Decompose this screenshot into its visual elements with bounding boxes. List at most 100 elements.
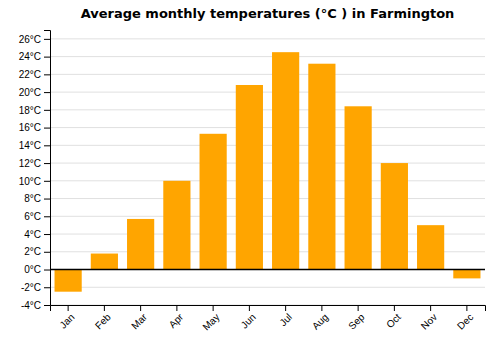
x-tick-mark [358, 305, 359, 311]
grid [50, 39, 485, 305]
x-tick-label: Oct [384, 311, 403, 330]
bars [50, 52, 485, 292]
grid-line [50, 92, 485, 93]
x-tick: Oct [384, 305, 403, 330]
y-tick-mark [44, 305, 50, 306]
y-tick: 16°C [19, 122, 50, 133]
x-tick-mark [394, 305, 395, 311]
x-axis-line [51, 306, 486, 312]
bar [417, 225, 444, 269]
y-tick: 18°C [19, 105, 50, 116]
y-axis-line [44, 31, 51, 306]
bar [345, 106, 372, 269]
y-tick-label: 24°C [19, 51, 41, 62]
bar [200, 134, 227, 270]
x-tick-mark [68, 305, 69, 311]
x-tick-label: Jul [277, 311, 294, 328]
y-tick: 22°C [19, 69, 50, 80]
y-tick: 8°C [24, 193, 50, 204]
grid-line [50, 38, 485, 39]
y-tick: -4°C [21, 300, 50, 311]
zero-line [50, 269, 485, 271]
grid-line [50, 216, 485, 217]
x-tick-label: Dec [455, 311, 475, 331]
bar [381, 163, 408, 269]
y-tick: 4°C [24, 229, 50, 240]
y-axis: -4°C -2°C 0°C 2°C 4°C 6°C 8°C 10°C 12°C 14°C 16°C 1… [19, 31, 51, 311]
y-tick-label: 6°C [24, 211, 41, 222]
x-tick-mark [213, 305, 214, 311]
y-tick-label: 0°C [24, 264, 41, 275]
y-tick-label: 2°C [24, 246, 41, 257]
y-tick-mark [44, 74, 50, 75]
x-tick: Sep [346, 305, 367, 332]
bar [163, 181, 190, 270]
y-tick-label: 12°C [19, 158, 41, 169]
x-tick: Apr [167, 305, 186, 330]
x-tick-label: Nov [419, 311, 439, 331]
x-tick-label: May [200, 311, 221, 332]
y-tick-mark [44, 181, 50, 182]
grid-line [50, 163, 485, 164]
x-tick-mark [285, 305, 286, 311]
plot: -4°C -2°C 0°C 2°C 4°C 6°C 8°C 10°C 12°C 14°C 16°C 1… [19, 31, 486, 333]
y-tick-mark [44, 287, 50, 288]
x-tick: Nov [419, 305, 439, 332]
grid-line [50, 145, 485, 146]
x-tick: Feb [93, 305, 113, 331]
x-tick-mark [140, 305, 141, 311]
grid-line [50, 180, 485, 181]
grid-line [50, 198, 485, 199]
title: Average monthly temperatures (°C ) in Fa… [81, 6, 455, 21]
y-tick: 6°C [24, 211, 50, 222]
bar [55, 270, 82, 292]
bar [91, 254, 118, 270]
y-tick-label: 20°C [19, 87, 41, 98]
x-tick-label: Sep [346, 311, 367, 332]
y-tick-label: 10°C [19, 176, 41, 187]
bar [453, 270, 480, 279]
x-tick-label: Mar [129, 311, 149, 331]
y-tick: -2°C [21, 282, 50, 293]
y-tick-mark [44, 270, 50, 271]
y-tick-mark [44, 128, 50, 129]
x-tick-mark [104, 305, 105, 311]
y-tick-mark [44, 145, 50, 146]
bar [272, 52, 299, 269]
y-tick-label: -4°C [21, 300, 41, 311]
y-tick-mark [44, 252, 50, 253]
x-tick-mark [430, 305, 431, 311]
y-tick-mark [44, 57, 50, 58]
grid-line [50, 127, 485, 128]
x-tick-mark [176, 305, 177, 311]
bar [236, 85, 263, 270]
x-axis: Jan Feb Mar Apr May Jun Jul Aug Sep Oct Nov Dec [51, 305, 486, 333]
grid-line [50, 109, 485, 110]
y-tick: 12°C [19, 158, 50, 169]
chart-container: Average monthly temperatures (°C ) in Fa… [0, 0, 500, 350]
y-tick-label: -2°C [21, 282, 41, 293]
grid-line [50, 56, 485, 57]
y-tick-label: 18°C [19, 105, 41, 116]
y-tick-mark [44, 234, 50, 235]
y-tick: 2°C [24, 246, 50, 257]
x-tick-mark [466, 305, 467, 311]
x-tick-label: Jun [239, 311, 258, 330]
x-tick-mark [249, 305, 250, 311]
x-tick: Jan [57, 305, 76, 331]
chart: Average monthly temperatures (°C ) in Fa… [0, 0, 500, 350]
y-tick-mark [44, 39, 50, 40]
y-tick-mark [44, 163, 50, 164]
x-tick-label: Aug [310, 311, 330, 331]
y-tick: 0°C [24, 264, 50, 275]
y-tick-label: 22°C [19, 69, 41, 80]
y-tick-label: 26°C [19, 34, 41, 45]
y-tick-mark [44, 199, 50, 200]
y-tick: 24°C [19, 51, 50, 62]
grid-line [50, 287, 485, 288]
y-tick-label: 16°C [19, 122, 41, 133]
y-tick-label: 4°C [24, 229, 41, 240]
x-tick: Jul [277, 305, 294, 328]
y-tick-label: 14°C [19, 140, 41, 151]
bar [308, 64, 335, 270]
